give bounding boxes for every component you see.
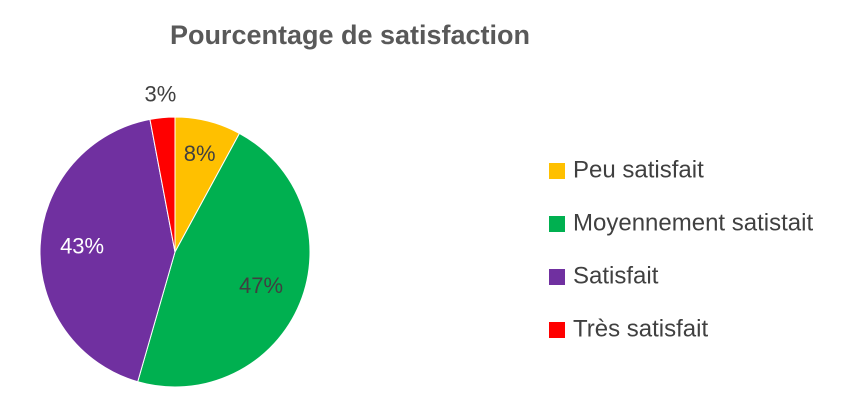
legend-swatch [549, 216, 565, 232]
data-label: 43% [60, 233, 104, 258]
pie-slice [137, 132, 311, 388]
legend-swatch [549, 269, 565, 285]
legend-swatch [549, 163, 565, 179]
pie-slice [149, 116, 176, 253]
legend-label: Très satisfait [573, 315, 708, 342]
legend-label: Moyennement satistait [573, 209, 813, 236]
data-label: 3% [144, 81, 176, 106]
data-label: 8% [184, 141, 216, 166]
legend-swatch [549, 322, 565, 338]
data-label: 47% [239, 273, 283, 298]
legend-label: Satisfait [573, 262, 659, 289]
pie-slice [39, 118, 176, 383]
legend-label: Peu satisfait [573, 156, 704, 183]
chart-title: Pourcentage de satisfaction [170, 20, 530, 50]
